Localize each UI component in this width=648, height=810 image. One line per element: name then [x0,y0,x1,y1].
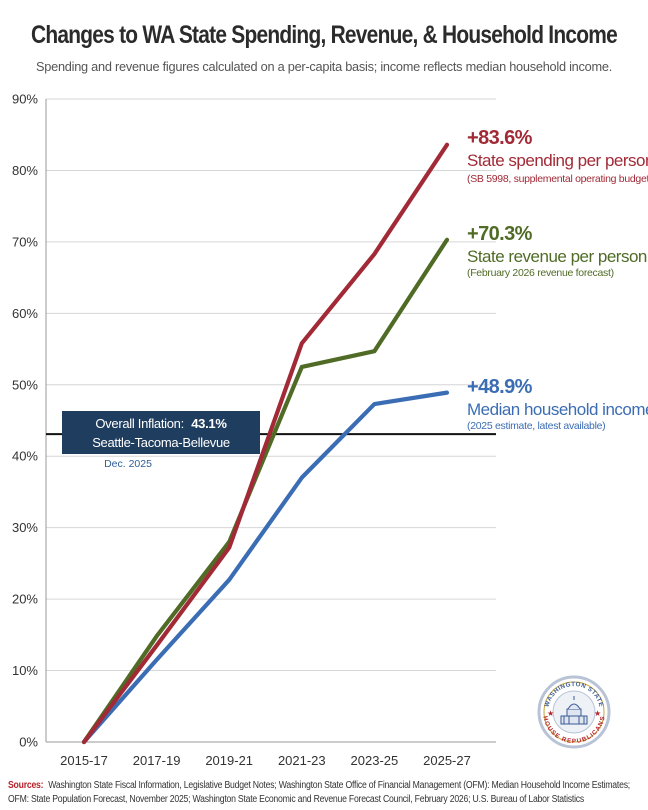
sources-label: Sources: [8,780,43,791]
revenue-series-note: (February 2026 revenue forecast) [467,267,614,279]
inflation-label-region: Seattle-Tacoma-Bellevue [92,435,230,450]
inflation-label: Overall Inflation: 43.1% Seattle-Tacoma-… [62,411,260,470]
y-tick-label: 20% [12,592,38,607]
revenue-label: +70.3% State revenue per person (Februar… [467,223,647,279]
x-tick-label: 2021-23 [278,753,326,768]
x-axis-ticks: 2015-17 2017-19 2019-21 2021-23 2023-25 2025-… [60,753,471,768]
y-tick-label: 30% [12,520,38,535]
series-lines [81,142,450,745]
y-tick-label: 90% [12,92,38,107]
star-icon: ★ [547,709,554,718]
y-tick-label: 50% [12,377,38,392]
spending-series-name: State spending per person [467,151,648,170]
house-republicans-seal: WASHINGTON STATE HOUSE REPUBLICANS ★ ★ [537,675,611,749]
inflation-label-value: 43.1% [191,416,227,431]
x-tick-label: 2019-21 [205,753,253,768]
gridlines [45,98,496,743]
income-label: +48.9% Median household income (2025 est… [467,376,648,432]
y-tick-label: 0% [19,735,38,750]
svg-text:Overall Inflation: 43.1%: Overall Inflation: 43.1% [95,416,227,431]
x-tick-label: 2025-27 [423,753,471,768]
income-series-note: (2025 estimate, latest available) [467,420,605,432]
y-axis-ticks: 0% 10% 20% 30% 40% 50% 60% 70% 80% 90% [12,92,38,750]
spending-pct-label: +83.6% [467,127,533,149]
series-line [81,237,450,745]
sources-text-1: Washington State Fiscal Information, Leg… [48,780,630,791]
inflation-label-date: Dec. 2025 [104,458,152,470]
x-tick-label: 2017-19 [133,753,181,768]
inflation-label-box [62,411,260,454]
chart-title: Changes to WA State Spending, Revenue, &… [31,21,618,49]
y-tick-label: 40% [12,449,38,464]
revenue-series-name: State revenue per person [467,247,647,266]
x-tick-label: 2015-17 [60,753,108,768]
sources-line-1: Sources: Washington State Fiscal Informa… [8,780,630,791]
x-tick-label: 2023-25 [351,753,399,768]
spending-series-note: (SB 5998, supplemental operating budget) [467,173,648,185]
star-icon: ★ [594,709,601,718]
y-tick-label: 80% [12,163,38,178]
chart-subtitle: Spending and revenue figures calculated … [36,60,612,74]
revenue-pct-label: +70.3% [467,223,533,245]
spending-label: +83.6% State spending per person (SB 599… [467,127,648,185]
y-tick-label: 60% [12,306,38,321]
series-line [81,142,450,745]
income-pct-label: +48.9% [467,376,533,398]
sources-line-2: OFM: State Population Forecast, November… [8,794,584,805]
y-tick-label: 70% [12,234,38,249]
inflation-label-prefix: Overall Inflation: [95,416,184,431]
y-tick-label: 10% [12,663,38,678]
capitol-icon [560,696,588,725]
income-series-name: Median household income [467,400,648,419]
series-line [81,390,450,745]
